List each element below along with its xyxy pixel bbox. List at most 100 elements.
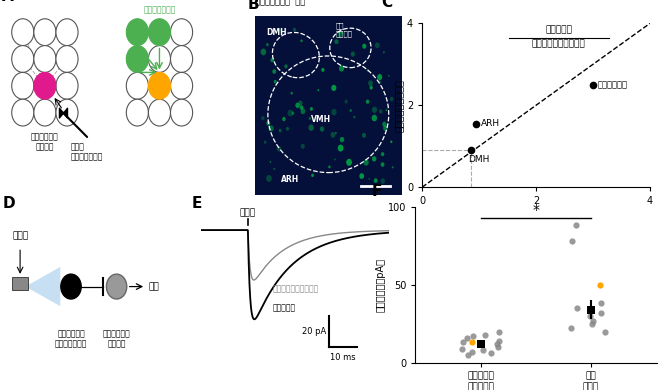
Circle shape (56, 19, 78, 46)
Circle shape (284, 64, 287, 68)
Circle shape (377, 74, 382, 80)
Circle shape (308, 124, 314, 131)
Circle shape (266, 175, 272, 182)
Circle shape (309, 117, 311, 120)
Circle shape (11, 73, 34, 99)
Text: 外側視床下部: 外側視床下部 (598, 80, 628, 89)
Circle shape (383, 51, 385, 53)
Text: 交尾未経験の雄マウス: 交尾未経験の雄マウス (532, 40, 586, 49)
Text: 20 pA: 20 pA (302, 327, 326, 336)
Circle shape (366, 99, 369, 104)
Text: シナプス前細胞: シナプス前細胞 (143, 6, 176, 15)
Circle shape (56, 99, 78, 126)
Circle shape (381, 152, 385, 156)
Polygon shape (12, 277, 28, 290)
Circle shape (353, 116, 355, 118)
Text: *: * (533, 203, 539, 217)
Circle shape (34, 99, 56, 126)
Circle shape (335, 132, 337, 134)
Circle shape (291, 92, 293, 94)
Text: B: B (247, 0, 259, 12)
Circle shape (34, 46, 56, 73)
Text: 光刺激: 光刺激 (12, 232, 28, 241)
Text: オキシトシン
神経細胞: オキシトシン 神経細胞 (103, 329, 131, 349)
Circle shape (170, 19, 193, 46)
Circle shape (56, 46, 78, 73)
Circle shape (279, 129, 281, 132)
Circle shape (11, 46, 34, 73)
Circle shape (126, 99, 149, 126)
Circle shape (374, 178, 378, 183)
Circle shape (366, 69, 368, 71)
Y-axis label: 抑制性入力の変化率: 抑制性入力の変化率 (394, 79, 404, 132)
Circle shape (298, 101, 302, 106)
Circle shape (328, 165, 330, 168)
Circle shape (301, 144, 305, 149)
Circle shape (331, 109, 336, 115)
Circle shape (56, 73, 78, 99)
Circle shape (375, 43, 380, 48)
Text: 改変型
狂犬病ウイルス: 改変型 狂犬病ウイルス (71, 142, 103, 161)
Circle shape (278, 28, 282, 33)
Circle shape (170, 99, 193, 126)
Circle shape (350, 51, 355, 57)
Text: 10 ms: 10 ms (330, 353, 356, 362)
Text: ARH: ARH (481, 119, 500, 128)
Circle shape (107, 274, 127, 299)
Text: オキシトシン
神経細胞: オキシトシン 神経細胞 (31, 132, 59, 151)
Circle shape (334, 39, 338, 44)
Circle shape (261, 116, 265, 121)
Circle shape (311, 174, 314, 177)
Circle shape (392, 166, 393, 168)
Circle shape (372, 115, 377, 121)
Circle shape (148, 73, 170, 99)
Circle shape (340, 137, 344, 142)
Text: VMH: VMH (311, 115, 331, 124)
Circle shape (344, 99, 348, 104)
Text: E: E (192, 197, 202, 211)
Text: A: A (2, 0, 13, 4)
Circle shape (379, 80, 381, 84)
Circle shape (338, 145, 344, 152)
Circle shape (321, 68, 324, 72)
Circle shape (273, 168, 275, 170)
Circle shape (282, 117, 285, 121)
Circle shape (291, 112, 294, 115)
Circle shape (299, 105, 304, 110)
Circle shape (331, 85, 336, 91)
Circle shape (300, 39, 303, 42)
Text: ARH: ARH (281, 175, 299, 184)
Circle shape (362, 133, 366, 138)
Text: 父親マウス: 父親マウス (272, 303, 295, 312)
Circle shape (379, 109, 383, 113)
Circle shape (362, 44, 366, 49)
Circle shape (261, 48, 266, 55)
Circle shape (364, 160, 368, 166)
Circle shape (293, 28, 296, 32)
Circle shape (170, 46, 193, 73)
Circle shape (310, 107, 313, 111)
Circle shape (272, 69, 276, 74)
Circle shape (267, 121, 270, 126)
Circle shape (390, 97, 393, 101)
Circle shape (34, 19, 56, 46)
Circle shape (61, 274, 81, 299)
Circle shape (381, 178, 385, 184)
Text: DMH: DMH (468, 155, 489, 164)
Text: DMH: DMH (267, 28, 287, 37)
Text: シナプス前細胞  核染: シナプス前細胞 核染 (255, 0, 305, 7)
Circle shape (148, 19, 170, 46)
Circle shape (34, 73, 56, 99)
Circle shape (386, 109, 387, 111)
Polygon shape (25, 267, 60, 306)
Text: 記録: 記録 (149, 282, 159, 291)
Text: C: C (381, 0, 392, 10)
Text: 外側視床下部
興奮性神経細胞: 外側視床下部 興奮性神経細胞 (55, 329, 87, 349)
Circle shape (383, 125, 388, 131)
Circle shape (11, 19, 34, 46)
Circle shape (334, 158, 336, 160)
Circle shape (340, 31, 343, 34)
Circle shape (382, 122, 387, 127)
Circle shape (370, 86, 373, 90)
Circle shape (339, 66, 344, 72)
